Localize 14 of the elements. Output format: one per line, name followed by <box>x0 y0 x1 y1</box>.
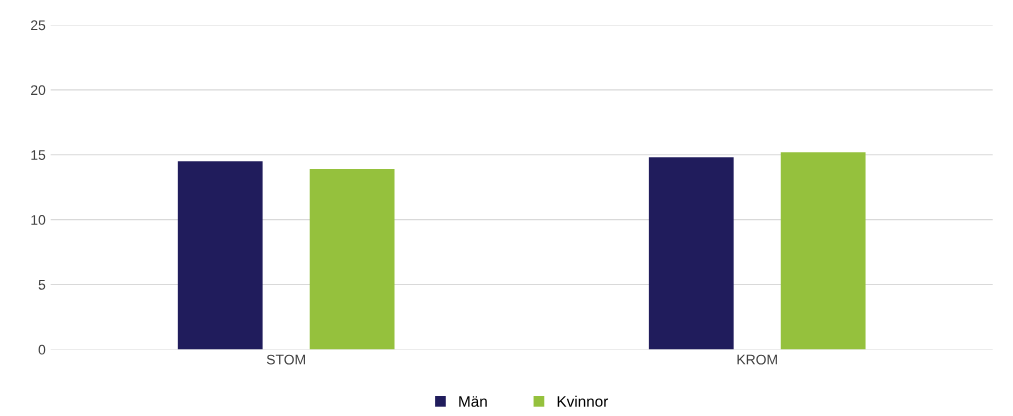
legend-label: Män <box>459 396 487 407</box>
bar <box>648 157 734 350</box>
y-tick-label: 10 <box>31 214 46 225</box>
bar <box>780 152 866 350</box>
y-tick-label: 5 <box>38 280 46 290</box>
y-tick-label: 15 <box>31 150 46 160</box>
bar <box>177 161 263 350</box>
y-tick-label: 20 <box>31 85 46 96</box>
y-tick-label: 0 <box>38 344 46 355</box>
x-tick-label: KROM <box>737 354 777 365</box>
bar <box>309 169 395 350</box>
x-tick-label: STOM <box>266 354 305 365</box>
legend-label: Kvinnor <box>557 395 609 407</box>
y-tick-label: 25 <box>31 20 46 31</box>
